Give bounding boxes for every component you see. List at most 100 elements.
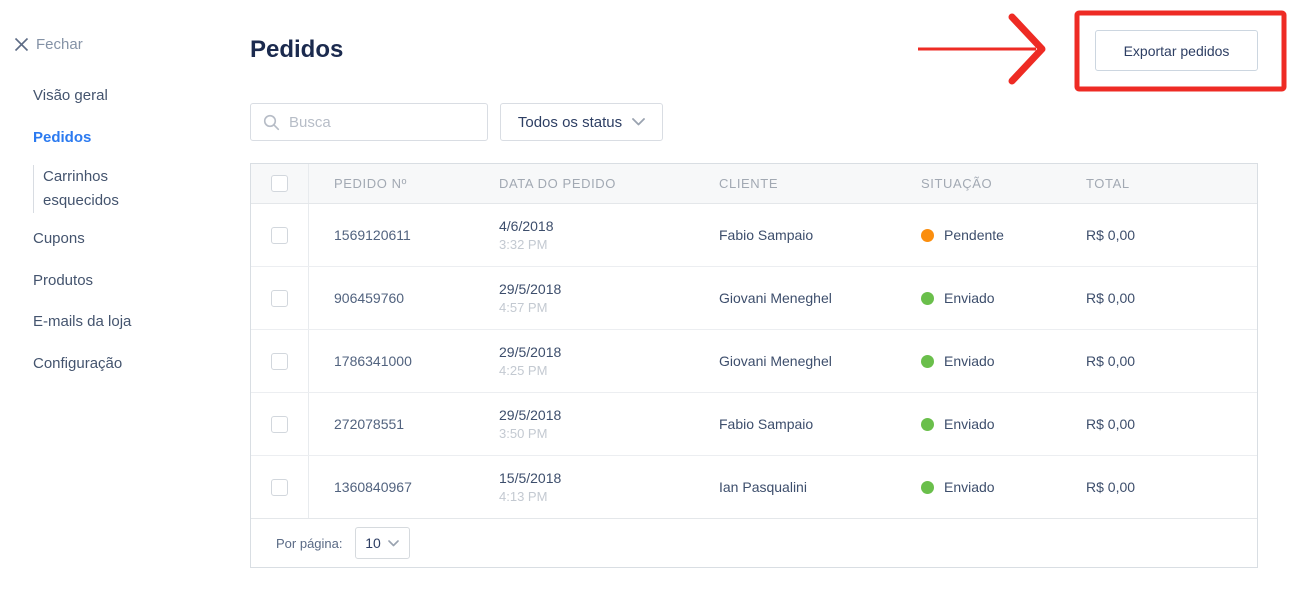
sidebar-item-0[interactable]: Visão geral	[33, 86, 233, 106]
client-name: Giovani Meneghel	[719, 290, 832, 306]
search-icon	[263, 114, 280, 130]
sidebar-item-label: Visão geral	[33, 87, 108, 104]
order-time: 3:50 PM	[499, 426, 548, 441]
row-checkbox-cell	[251, 330, 309, 392]
sidebar-item-label: Produtos	[33, 271, 94, 289]
sidebar-item-label: Configuração	[33, 354, 123, 372]
table-row[interactable]: 1786341000 29/5/2018 4:25 PM Giovani Men…	[251, 330, 1257, 393]
order-time: 4:57 PM	[499, 300, 548, 315]
order-number: 1569120611	[334, 227, 411, 243]
per-page-label: Por página:	[276, 535, 343, 551]
close-menu-button[interactable]: Fechar	[14, 36, 83, 53]
table-row[interactable]: 1360840967 15/5/2018 4:13 PM Ian Pasqual…	[251, 456, 1257, 519]
sidebar-item-4[interactable]: Produtos	[33, 271, 233, 291]
client-name: Fabio Sampaio	[719, 227, 814, 243]
order-time: 4:25 PM	[499, 363, 548, 378]
status-label: Pendente	[944, 227, 1004, 243]
order-date-cell: 29/5/2018 4:57 PM	[474, 281, 694, 315]
order-time: 3:32 PM	[499, 237, 548, 252]
table-header-row: PEDIDO Nº DATA DO PEDIDO CLIENTE SITUAÇÃ…	[251, 164, 1257, 204]
row-checkbox[interactable]	[271, 478, 288, 496]
select-all-cell	[251, 164, 309, 203]
row-checkbox-cell	[251, 204, 309, 266]
close-menu-label: Fechar	[36, 36, 83, 53]
status-cell: Enviado	[896, 353, 1061, 369]
client-name: Fabio Sampaio	[719, 416, 814, 432]
export-orders-button[interactable]: Exportar pedidos	[1095, 30, 1258, 71]
order-date-cell: 4/6/2018 3:32 PM	[474, 218, 694, 252]
sidebar-item-label: Pedidos	[33, 128, 92, 146]
sidebar-item-1[interactable]: Pedidos	[33, 128, 233, 148]
order-total: R$ 0,00	[1086, 416, 1136, 432]
order-total: R$ 0,00	[1086, 227, 1136, 243]
status-dot	[921, 354, 934, 368]
order-date: 4/6/2018	[499, 218, 554, 234]
status-label: Enviado	[944, 290, 995, 306]
column-header-client: CLIENTE	[719, 176, 779, 191]
row-checkbox-cell	[251, 393, 309, 455]
row-checkbox[interactable]	[271, 352, 288, 370]
export-orders-label: Exportar pedidos	[1123, 42, 1230, 59]
sidebar-item-label: Cupons	[33, 230, 85, 247]
order-date: 15/5/2018	[499, 470, 562, 486]
client-name: Giovani Meneghel	[719, 353, 832, 369]
table-row[interactable]: 1569120611 4/6/2018 3:32 PM Fabio Sampai…	[251, 204, 1257, 267]
sidebar: Fechar Visão geral Pedidos Carrinhos esq…	[0, 0, 250, 595]
select-all-checkbox[interactable]	[271, 175, 288, 192]
status-label: Enviado	[944, 416, 995, 432]
column-header-order: PEDIDO Nº	[334, 176, 407, 191]
status-cell: Enviado	[896, 479, 1061, 495]
sidebar-item-5[interactable]: E-mails da loja	[33, 312, 233, 332]
pagination-bar: Por página: 10	[251, 519, 1257, 567]
column-header-total: TOTAL	[1086, 176, 1130, 191]
page-title: Pedidos	[250, 36, 344, 63]
order-total: R$ 0,00	[1086, 479, 1136, 495]
status-filter-dropdown[interactable]: Todos os status	[500, 103, 663, 141]
client-name: Ian Pasqualini	[719, 479, 807, 495]
sidebar-item-label: E-mails da loja	[33, 313, 132, 330]
order-date-cell: 29/5/2018 3:50 PM	[474, 407, 694, 441]
status-cell: Pendente	[896, 227, 1061, 243]
close-icon	[14, 37, 29, 52]
row-checkbox[interactable]	[271, 226, 288, 244]
per-page-dropdown[interactable]: 10	[354, 527, 410, 559]
status-cell: Enviado	[896, 290, 1061, 306]
status-dot	[921, 228, 934, 242]
search-box[interactable]	[250, 103, 488, 141]
order-total: R$ 0,00	[1086, 353, 1136, 369]
order-number: 1786341000	[334, 353, 412, 369]
column-header-status: SITUAÇÃO	[921, 176, 993, 191]
status-dot	[921, 417, 934, 431]
status-cell: Enviado	[896, 416, 1061, 432]
status-filter-value: Todos os status	[517, 113, 623, 131]
sidebar-nav: Visão geral Pedidos Carrinhos esquecidos…	[33, 86, 233, 395]
sidebar-item-3[interactable]: Cupons	[33, 229, 233, 249]
order-number: 272078551	[334, 416, 405, 432]
order-total: R$ 0,00	[1086, 290, 1136, 306]
column-header-date: DATA DO PEDIDO	[499, 176, 616, 191]
chevron-down-icon	[632, 118, 646, 126]
status-dot	[921, 480, 934, 494]
orders-table: PEDIDO Nº DATA DO PEDIDO CLIENTE SITUAÇÃ…	[250, 163, 1258, 568]
row-checkbox-cell	[251, 456, 309, 518]
order-number: 1360840967	[334, 479, 412, 495]
row-checkbox[interactable]	[271, 415, 288, 433]
order-number: 906459760	[334, 290, 405, 306]
status-dot	[921, 291, 934, 305]
order-date: 29/5/2018	[499, 281, 562, 297]
order-date-cell: 29/5/2018 4:25 PM	[474, 344, 694, 378]
order-time: 4:13 PM	[499, 489, 548, 504]
row-checkbox[interactable]	[271, 289, 288, 307]
search-input[interactable]	[289, 113, 487, 131]
order-date-cell: 15/5/2018 4:13 PM	[474, 470, 694, 504]
row-checkbox-cell	[251, 267, 309, 329]
sidebar-item-2[interactable]: Carrinhos esquecidos	[33, 165, 138, 213]
table-row[interactable]: 272078551 29/5/2018 3:50 PM Fabio Sampai…	[251, 393, 1257, 456]
sidebar-item-6[interactable]: Configuração	[33, 354, 233, 374]
status-label: Enviado	[944, 479, 995, 495]
order-date: 29/5/2018	[499, 407, 562, 423]
chevron-down-icon	[387, 539, 399, 546]
per-page-value: 10	[365, 535, 381, 551]
annotation-arrow-head	[1008, 13, 1046, 85]
table-row[interactable]: 906459760 29/5/2018 4:57 PM Giovani Mene…	[251, 267, 1257, 330]
